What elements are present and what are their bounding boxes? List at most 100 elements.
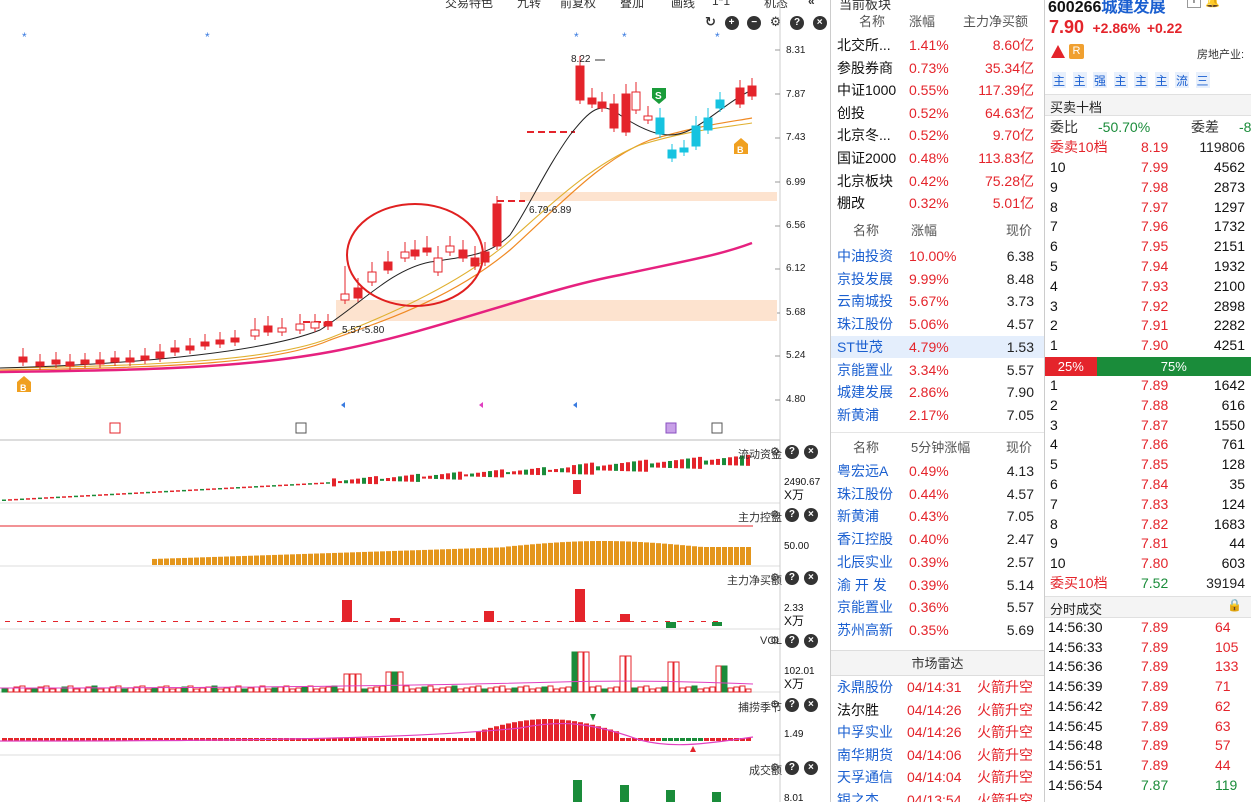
stock-row[interactable]: 珠江股份 5.06% 4.57 [831,313,1044,336]
sell-level-row[interactable]: 6 7.95 2151 [1045,237,1251,257]
close-icon[interactable]: × [803,761,818,776]
sector-row[interactable]: 北京板块 0.42% 75.28亿 [831,170,1044,193]
stock-name[interactable]: ST世茂 [837,338,883,355]
stock-name[interactable]: 云南城投 [837,293,893,310]
stock-name[interactable]: 中油投资 [837,248,893,264]
stock-name[interactable]: 京投发展 [837,270,893,287]
help-icon[interactable]: ? [790,15,805,30]
speed-row[interactable]: 新黄浦 0.43% 7.05 [831,505,1044,528]
bell-icon[interactable]: 🔔 [1205,0,1220,8]
toolbar-layout[interactable]: 1*1 [712,0,731,8]
speed-row[interactable]: 苏州高新 0.35% 5.69 [831,619,1044,642]
speed-row[interactable]: 京能置业 0.36% 5.57 [831,596,1044,619]
sell-level-row[interactable]: 1 7.90 4251 [1045,336,1251,356]
radar-row[interactable]: 天孚通信 04/14:04 火箭升空 [831,766,1044,789]
tag-button[interactable]: 主 [1052,72,1066,88]
tag-button[interactable]: 主 [1113,72,1128,88]
speed-row[interactable]: 香江控股 0.40% 2.47 [831,528,1044,551]
stock-row[interactable]: 城建发展 2.86% 7.90 [831,381,1044,404]
stock-row[interactable]: 中油投资 10.00% 6.38 [831,245,1044,268]
sell-level-row[interactable]: 8 7.97 1297 [1045,198,1251,218]
speed-stock-name[interactable]: 粤宏远A [837,463,889,479]
buy-level-row[interactable]: 7 7.83 124 [1045,495,1251,515]
gear-icon[interactable]: ⚙ [770,509,780,521]
radar-stock-name[interactable]: 中孚实业 [837,724,893,740]
industry-label[interactable]: 房地产业: [1197,49,1245,61]
radar-row[interactable]: 南华期货 04/14:06 火箭升空 [831,744,1044,767]
gear-icon[interactable]: ⚙ [770,699,780,711]
speed-row[interactable]: 粤宏远A 0.49% 4.13 [831,460,1044,483]
toolbar-jiuzhuan[interactable]: 九转 [517,0,542,10]
sell-level-row[interactable]: 4 7.93 2100 [1045,277,1251,297]
toolbar-overlay[interactable]: 叠加 [620,0,645,10]
tag-button[interactable]: 三 [1195,72,1210,88]
info-icon[interactable]: i [1187,0,1201,8]
speed-stock-name[interactable]: 珠江股份 [837,485,893,502]
close-icon[interactable]: × [803,508,818,523]
sell-level-row[interactable]: 7 7.96 1732 [1045,217,1251,237]
toolbar-mode[interactable]: 机态 [764,0,789,10]
close-icon[interactable]: × [803,445,818,460]
zoom-out-icon[interactable]: − [747,15,762,30]
sector-row[interactable]: 国证2000 0.48% 113.83亿 [831,147,1044,170]
toolbar-adjust[interactable]: 前复权 [560,0,597,10]
help-icon[interactable]: ? [784,571,799,586]
buy-level-row[interactable]: 6 7.84 35 [1045,475,1251,495]
stock-row[interactable]: 新黄浦 2.17% 7.05 [831,404,1044,427]
radar-stock-name[interactable]: 天孚通信 [837,769,893,785]
gear-icon[interactable]: ⚙ [770,635,780,647]
double-chevron-left-icon[interactable]: « [808,0,815,8]
toolbar-draw[interactable]: 画线 [671,0,696,10]
stock-row[interactable]: ST世茂 4.79% 1.53 [831,335,1044,359]
radar-stock-name[interactable]: 永鼎股份 [837,679,893,695]
tag-button[interactable]: 主 [1154,72,1169,88]
refresh-icon[interactable]: ↻ [705,14,716,29]
tag-button[interactable]: 主 [1072,72,1087,88]
radar-row[interactable]: 中孚实业 04/14:26 火箭升空 [831,721,1044,744]
warning-icon[interactable] [1051,45,1065,58]
tag-button[interactable]: 流 [1175,72,1189,88]
sector-row[interactable]: 创投 0.52% 64.63亿 [831,102,1044,125]
sell-level-row[interactable]: 2 7.91 2282 [1045,316,1251,336]
stock-name[interactable]: 新黄浦 [837,406,879,423]
speed-stock-name[interactable]: 北辰实业 [837,553,893,570]
stock-row[interactable]: 京能置业 3.34% 5.57 [831,359,1044,382]
gear-icon[interactable]: ⚙ [770,572,780,584]
buy-level-row[interactable]: 10 7.80 603 [1045,554,1251,574]
lock-icon[interactable]: 🔒 [1227,598,1242,612]
buy-level-row[interactable]: 5 7.85 128 [1045,455,1251,475]
buy-level-row[interactable]: 2 7.88 616 [1045,396,1251,416]
r-badge-icon[interactable]: R [1069,44,1084,59]
speed-stock-name[interactable]: 京能置业 [837,599,893,616]
radar-stock-name[interactable]: 法尔胜 [837,701,879,718]
gear-icon[interactable]: ⚙ [769,14,782,29]
zoom-in-icon[interactable]: + [724,15,739,30]
sector-row[interactable]: 北交所... 1.41% 8.60亿 [831,34,1044,57]
speed-stock-name[interactable]: 香江控股 [837,531,893,548]
speed-stock-name[interactable]: 新黄浦 [837,508,879,525]
sector-row[interactable]: 棚改 0.32% 5.01亿 [831,192,1044,215]
buy-level-row[interactable]: 4 7.86 761 [1045,435,1251,455]
radar-row[interactable]: 法尔胜 04/14:26 火箭升空 [831,699,1044,722]
close-icon[interactable]: × [803,634,818,649]
gear-icon[interactable]: ⚙ [770,446,780,458]
sector-row[interactable]: 北京冬... 0.52% 9.70亿 [831,124,1044,147]
radar-stock-name[interactable]: 南华期货 [837,746,893,763]
kline-chart-area[interactable]: 交易特色 九转 前复权 叠加 画线 1*1 机态 « ↻ + − ⚙ ? × *… [0,0,830,802]
radar-row[interactable]: 银之杰 04/13:54 火箭升空 [831,789,1044,802]
tag-button[interactable]: 主 [1134,72,1148,88]
help-icon[interactable]: ? [784,445,799,460]
help-icon[interactable]: ? [784,761,799,776]
stock-name[interactable]: 京能置业 [837,361,893,378]
speed-stock-name[interactable]: 苏州高新 [837,621,893,638]
sell-level-row[interactable]: 3 7.92 2898 [1045,297,1251,317]
toolbar-trade-feature[interactable]: 交易特色 [445,0,494,10]
stock-name[interactable]: 城建发展 [837,384,893,401]
speed-row[interactable]: 珠江股份 0.44% 4.57 [831,483,1044,506]
sell-level-row[interactable]: 9 7.98 2873 [1045,178,1251,198]
sell-level-row[interactable]: 5 7.94 1932 [1045,257,1251,277]
help-icon[interactable]: ? [784,634,799,649]
tag-button[interactable]: 强 [1093,72,1107,88]
close-icon[interactable]: × [803,571,818,586]
buy-level-row[interactable]: 9 7.81 44 [1045,534,1251,554]
